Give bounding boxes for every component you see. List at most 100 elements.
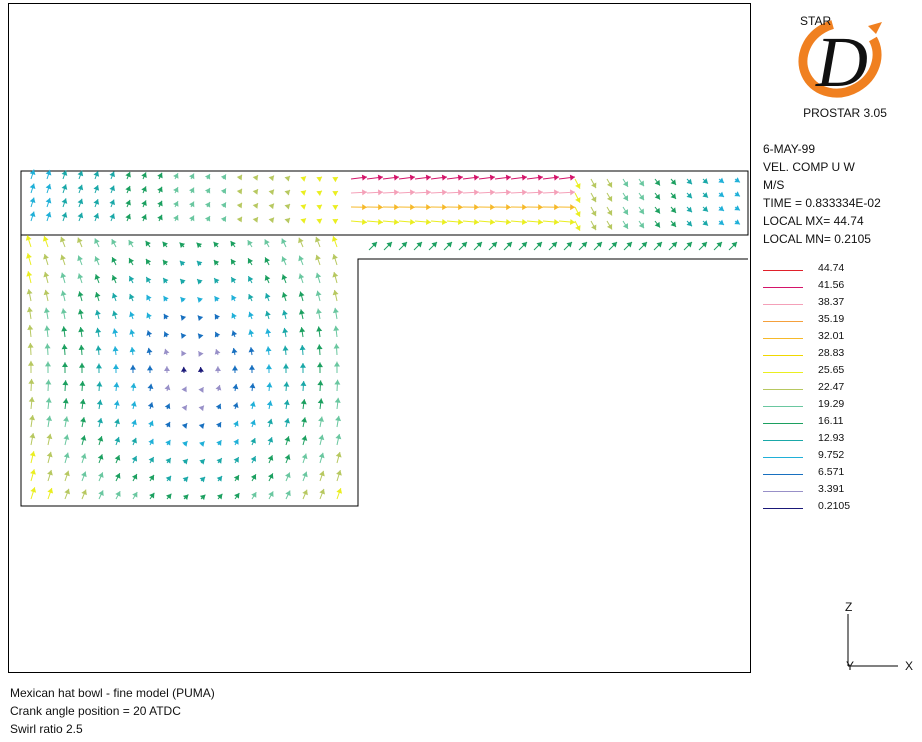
velocity-vector-head: [606, 181, 613, 188]
velocity-vector-head: [284, 217, 290, 224]
velocity-vector-head: [164, 384, 171, 391]
velocity-vector-head: [234, 492, 240, 499]
velocity-vector-head: [446, 242, 452, 248]
legend-row: 22.47: [763, 381, 873, 398]
velocity-vector-head: [157, 214, 163, 221]
velocity-vector-head: [45, 197, 52, 204]
velocity-vector-head: [302, 471, 308, 478]
velocity-vector-head: [316, 326, 323, 332]
velocity-vector-head: [473, 174, 479, 181]
velocity-vector-head: [522, 204, 527, 211]
legend-row: 38.37: [763, 296, 873, 313]
velocity-vector-head: [233, 457, 239, 463]
velocity-vector-head: [302, 489, 308, 496]
velocity-vector-head: [596, 242, 602, 248]
velocity-vector-head: [233, 475, 240, 481]
velocity-vector-head: [79, 380, 86, 386]
legend-swatch: [763, 423, 803, 424]
legend-swatch: [763, 440, 803, 441]
velocity-vector-head: [125, 213, 131, 220]
velocity-vector-head: [173, 201, 179, 207]
velocity-vector-head: [268, 203, 274, 210]
velocity-vector-head: [115, 473, 121, 479]
axis-y-label: Y: [846, 659, 855, 673]
star-cd-logo: STAR D PROSTAR 3.05: [790, 8, 900, 120]
velocity-vector-head: [46, 433, 53, 440]
velocity-vector-head: [315, 236, 321, 243]
velocity-vector-head: [670, 179, 676, 185]
velocity-vector-head: [301, 435, 308, 441]
velocity-vector-head: [425, 218, 431, 225]
velocity-vector-head: [59, 236, 66, 243]
legend-value: 28.83: [818, 347, 845, 359]
velocity-vector-head: [716, 242, 722, 248]
velocity-vector-head: [43, 289, 50, 296]
velocity-vector-head: [300, 218, 306, 224]
legend-value: 6.571: [818, 466, 845, 478]
velocity-vector-head: [671, 242, 677, 248]
velocity-vector-head: [45, 379, 52, 385]
velocity-vector-head: [264, 239, 270, 245]
velocity-vector-head: [94, 256, 100, 262]
velocity-vector-head: [77, 309, 84, 315]
velocity-vector-head: [97, 454, 104, 460]
velocity-vector-head: [298, 309, 305, 315]
velocity-vector-head: [299, 345, 306, 351]
legend-value: 38.37: [818, 296, 845, 308]
velocity-vector-head: [60, 308, 67, 314]
velocity-vector-head: [26, 289, 33, 295]
legend-value: 9.752: [818, 449, 845, 461]
velocity-vector-head: [393, 174, 399, 181]
velocity-vector-head: [490, 204, 495, 211]
velocity-vector-head: [268, 189, 274, 196]
velocity-vector-head: [129, 311, 135, 318]
velocity-vector-head: [491, 242, 497, 248]
velocity-vector-head: [335, 433, 342, 440]
velocity-vector-head: [248, 347, 255, 353]
velocity-vector-head: [189, 215, 195, 222]
velocity-vector-head: [409, 218, 415, 225]
velocity-vector-head: [250, 456, 257, 462]
velocity-vector-head: [575, 197, 581, 203]
velocity-vector-head: [162, 241, 168, 248]
velocity-vector-head: [180, 366, 187, 372]
velocity-vector-head: [416, 242, 422, 248]
velocity-vector-head: [362, 189, 367, 196]
velocity-vector-head: [111, 239, 117, 245]
velocity-vector-head: [113, 382, 120, 388]
velocity-vector-head: [198, 333, 204, 340]
velocity-vector-head: [441, 218, 447, 225]
velocity-vector-head: [45, 183, 52, 190]
velocity-vector-head: [266, 382, 273, 388]
velocity-vector-head: [231, 295, 237, 301]
velocity-vector-head: [78, 327, 85, 333]
velocity-vector-head: [300, 190, 306, 196]
velocity-vector-head: [248, 364, 255, 370]
velocity-vector-head: [29, 451, 36, 457]
velocity-vector-head: [141, 186, 147, 192]
velocity-vector-head: [25, 235, 32, 241]
legend-row: 16.11: [763, 415, 873, 432]
velocity-vector-head: [94, 238, 100, 244]
legend-value: 3.391: [818, 483, 845, 495]
velocity-vector-head: [43, 254, 49, 260]
velocity-vector-head: [233, 420, 239, 427]
velocity-vector-head: [215, 422, 222, 428]
velocity-vector-head: [591, 182, 597, 189]
plot-frame: [8, 3, 751, 673]
velocity-vector-head: [109, 199, 115, 206]
velocity-vector-head: [553, 174, 559, 181]
velocity-vector-head: [61, 326, 68, 332]
velocity-vector-head: [213, 259, 220, 266]
velocity-vector-head: [197, 297, 203, 303]
velocity-vector-head: [61, 198, 68, 204]
velocity-vector-head: [129, 329, 136, 335]
velocity-vector-head: [29, 211, 36, 218]
velocity-vector-head: [81, 471, 87, 478]
velocity-vector-head: [181, 405, 187, 411]
velocity-vector-head: [112, 310, 118, 317]
legend-value: 32.01: [818, 330, 845, 342]
velocity-vector-head: [622, 223, 628, 229]
legend-value: 16.11: [818, 415, 844, 427]
velocity-vector-head: [147, 383, 154, 390]
